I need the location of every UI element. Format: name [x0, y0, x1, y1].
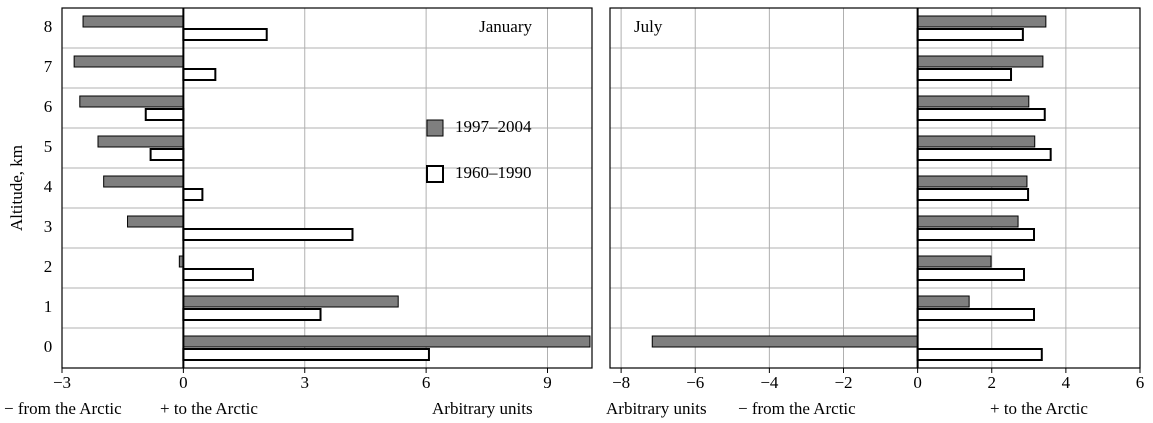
x-axis-label: − from the Arctic	[4, 399, 122, 418]
bar	[917, 135, 1036, 148]
x-tick-label: 2	[987, 373, 996, 392]
x-axis-label: Arbitrary units	[606, 399, 707, 418]
bar	[917, 55, 1044, 68]
x-tick-label: −8	[612, 373, 630, 392]
bar	[916, 68, 1013, 81]
x-tick-label: −2	[834, 373, 852, 392]
y-tick-label: 5	[44, 137, 53, 156]
bar	[917, 215, 1019, 228]
y-tick-label: 1	[44, 297, 53, 316]
legend-label: 1960–1990	[455, 163, 532, 182]
bar	[917, 15, 1047, 28]
chart-title: January	[479, 17, 532, 36]
legend-label: 1997–2004	[455, 117, 532, 136]
bar	[917, 255, 992, 268]
y-tick-label: 8	[44, 17, 53, 36]
bar	[916, 228, 1035, 241]
bar	[82, 15, 184, 28]
bar	[144, 108, 185, 121]
bar	[916, 148, 1052, 161]
plot-frame	[61, 7, 593, 369]
bar	[182, 68, 217, 81]
bar	[182, 28, 268, 41]
bar	[917, 295, 970, 308]
bar	[916, 268, 1025, 281]
y-tick-label: 7	[44, 57, 53, 76]
bar	[182, 188, 204, 201]
bar	[916, 28, 1024, 41]
x-tick-label: 6	[1136, 373, 1145, 392]
bar	[182, 268, 254, 281]
bar	[182, 308, 322, 321]
bar	[73, 55, 184, 68]
x-axis-label: − from the Arctic	[738, 399, 856, 418]
bar	[103, 175, 184, 188]
bar	[79, 95, 184, 108]
bar	[182, 228, 354, 241]
bar	[651, 335, 919, 348]
y-tick-label: 0	[44, 337, 53, 356]
x-tick-label: 9	[543, 373, 552, 392]
bar	[182, 348, 430, 361]
x-tick-label: 0	[179, 373, 188, 392]
x-tick-label: 0	[913, 373, 922, 392]
bar	[916, 188, 1030, 201]
x-tick-label: −6	[686, 373, 704, 392]
x-tick-label: 3	[300, 373, 309, 392]
y-tick-label: 4	[44, 177, 53, 196]
x-axis-label: Arbitrary units	[432, 399, 533, 418]
bar	[182, 295, 399, 308]
bar	[916, 308, 1035, 321]
bar	[97, 135, 184, 148]
x-tick-label: −4	[760, 373, 779, 392]
y-axis-label: Altitude, km	[7, 145, 26, 231]
chart-title: July	[634, 17, 663, 36]
bar	[127, 215, 184, 228]
bar	[916, 108, 1046, 121]
x-axis-label: + to the Arctic	[990, 399, 1088, 418]
y-tick-label: 6	[44, 97, 53, 116]
bar	[916, 348, 1043, 361]
bar	[182, 335, 591, 348]
bar	[917, 95, 1030, 108]
bar	[149, 148, 185, 161]
x-tick-label: −3	[53, 373, 71, 392]
x-tick-label: 6	[422, 373, 431, 392]
bar	[917, 175, 1028, 188]
y-tick-label: 2	[44, 257, 53, 276]
legend-swatch	[426, 119, 444, 137]
plot-frame	[609, 7, 1141, 369]
x-tick-label: 4	[1062, 373, 1071, 392]
x-axis-label: + to the Arctic	[160, 399, 258, 418]
y-tick-label: 3	[44, 217, 53, 236]
legend-swatch	[426, 165, 444, 183]
